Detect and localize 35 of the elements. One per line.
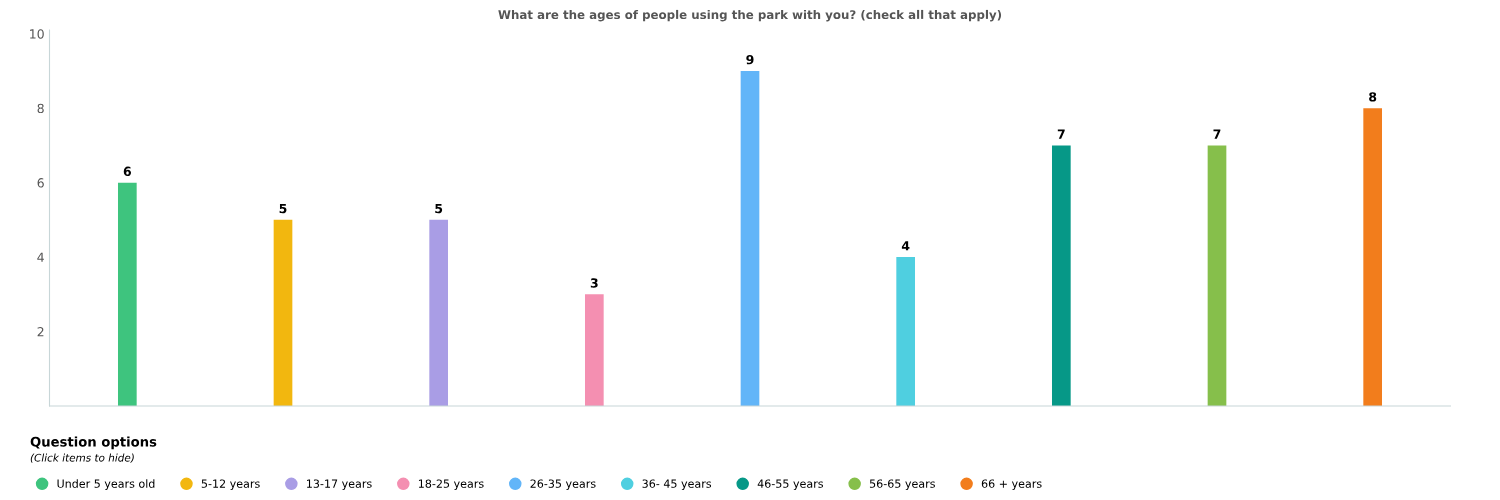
legend-label: 46-55 years (757, 479, 823, 490)
legend-label: 56-65 years (869, 479, 935, 490)
y-tick-label: 10 (30, 29, 44, 39)
bar (740, 70, 760, 406)
data-label: 6 (123, 166, 132, 177)
bar (1051, 145, 1071, 406)
legend-label: 13-17 years (307, 479, 372, 490)
bar (429, 219, 449, 406)
data-label: 9 (746, 54, 754, 65)
bar (584, 294, 604, 406)
bar (1363, 108, 1383, 406)
text: (Click items to hide) (30, 453, 134, 463)
data-label: 8 (1369, 92, 1377, 102)
bar (117, 182, 137, 406)
legend-label: 26-35 years (530, 479, 596, 490)
data-label: 5 (279, 203, 287, 214)
data-label: 5 (435, 203, 443, 214)
y-tick-label: 8 (37, 103, 44, 114)
chart-title: What are the ages of people using the park with you? (check all that apply) (498, 9, 1002, 22)
data-label: 3 (590, 278, 598, 288)
legend-label: 5-12 years (201, 479, 260, 490)
legend-label: 66 + years (981, 479, 1042, 490)
bar (896, 257, 916, 406)
y-tick-label: 4 (37, 252, 44, 262)
bar (273, 219, 293, 406)
data-label: 7 (1213, 129, 1221, 139)
y-tick-label: 2 (37, 327, 44, 337)
legend-label: 18-25 years (418, 479, 484, 490)
data-label: 4 (901, 241, 910, 251)
y-tick-label: 6 (37, 178, 44, 188)
bar (1207, 145, 1227, 406)
data-label: 7 (1057, 129, 1065, 139)
legend-label: Under 5 years old (57, 479, 155, 490)
legend-label: 36- 45 years (642, 479, 712, 490)
legend-title: Question options (30, 436, 157, 450)
